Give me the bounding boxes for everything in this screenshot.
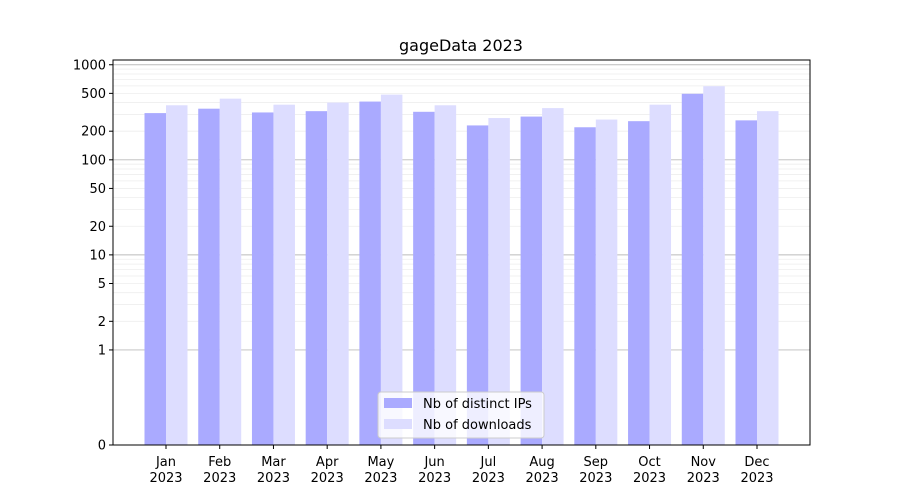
y-tick-label: 0 [98,439,106,454]
x-tick-label: Feb [208,455,231,470]
x-tick-sublabel: 2023 [472,471,505,486]
y-axis: 0 1 2 5 10 20 50 100 200 500 1000 [73,58,113,454]
x-tick-sublabel: 2023 [687,471,720,486]
y-tick-label: 1000 [73,58,106,73]
bar [628,121,650,446]
x-tick-sublabel: 2023 [311,471,344,486]
legend-swatch-downloads [384,419,412,429]
plot-frame [112,59,811,446]
x-tick-label: Apr [316,455,339,470]
x-axis: Jan2023Feb2023Mar2023Apr2023May2023Jun20… [149,445,774,486]
x-tick-label: Sep [584,455,609,470]
x-tick-sublabel: 2023 [418,471,451,486]
x-tick-label: Dec [744,455,769,470]
bar [757,111,779,445]
y-tick-label: 200 [81,125,106,140]
chart-title: gageData 2023 [399,36,523,55]
bar [703,86,725,445]
y-tick-label: 500 [81,87,106,102]
y-tick-label: 5 [98,277,106,292]
legend-label-distinct-ips: Nb of distinct IPs [423,397,532,412]
bar [359,101,381,445]
legend-label-downloads: Nb of downloads [423,418,532,433]
bar [198,108,220,445]
bar [434,105,457,446]
legend-box [377,391,545,439]
x-tick-label: Aug [529,455,554,470]
x-tick-sublabel: 2023 [633,471,666,486]
bar [251,112,274,445]
legend-swatch-distinct-ips [384,398,412,408]
y-tick-label: 1 [98,343,106,358]
x-tick-label: Oct [638,455,660,470]
x-tick-label: Nov [691,455,717,470]
bar [681,93,704,445]
x-tick-sublabel: 2023 [526,471,559,486]
bar [649,104,672,445]
y-tick-label: 50 [89,182,106,197]
x-tick-label: May [367,455,394,470]
x-tick-label: Jan [155,455,176,470]
y-tick-label: 2 [98,315,106,330]
x-tick-sublabel: 2023 [364,471,397,486]
x-tick-sublabel: 2023 [257,471,290,486]
bar [595,119,618,446]
y-tick-label: 10 [89,248,106,263]
bar [327,102,349,445]
bar [219,98,242,445]
bar [520,116,543,445]
bar [305,111,328,445]
bar [488,118,510,445]
x-tick-label: Jun [423,455,444,470]
x-tick-sublabel: 2023 [149,471,182,486]
x-tick-sublabel: 2023 [203,471,236,486]
bar [380,94,403,446]
bar [144,113,166,445]
bar [166,105,188,446]
bars-layer [144,86,779,446]
bar [273,104,295,445]
x-tick-label: Mar [261,455,286,470]
y-tick-label: 20 [89,220,106,235]
legend: Nb of distinct IPs Nb of downloads [377,391,545,439]
bar [466,125,489,445]
bar [413,111,435,446]
x-tick-sublabel: 2023 [579,471,612,486]
bar [574,127,596,445]
y-tick-label: 100 [81,153,106,168]
x-tick-label: Jul [480,455,497,470]
bar [542,108,564,446]
bar [735,120,757,445]
x-tick-sublabel: 2023 [740,471,773,486]
